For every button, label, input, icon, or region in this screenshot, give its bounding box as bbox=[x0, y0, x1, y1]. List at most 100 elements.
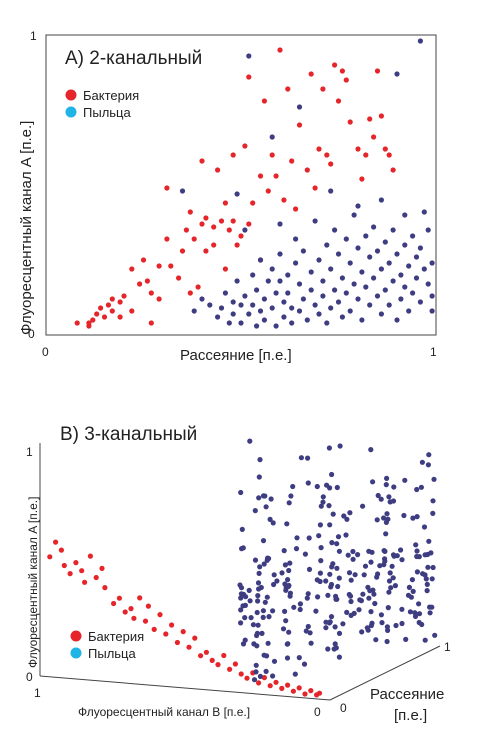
pollen-point bbox=[363, 233, 369, 239]
bacteria-point bbox=[374, 68, 381, 74]
bacteria-point bbox=[218, 218, 225, 224]
pollen-point bbox=[421, 524, 428, 530]
pollen-point bbox=[320, 499, 326, 505]
pollen-point bbox=[336, 654, 342, 660]
pollen-point bbox=[242, 615, 248, 621]
pollen-point bbox=[292, 671, 298, 677]
pollen-point bbox=[368, 622, 374, 629]
pollen-point bbox=[386, 494, 392, 500]
chart-a-title: A) 2-канальный bbox=[65, 48, 202, 69]
pollen-point bbox=[351, 212, 357, 218]
pollen-point bbox=[242, 637, 248, 643]
pollen-point bbox=[367, 302, 373, 308]
pollen-point bbox=[347, 260, 353, 266]
bacteria-point bbox=[238, 233, 244, 239]
pollen-point bbox=[301, 661, 308, 667]
pollen-point bbox=[377, 563, 383, 569]
pollen-point bbox=[398, 296, 404, 302]
pollen-point bbox=[266, 555, 272, 562]
pollen-point bbox=[261, 296, 267, 302]
chart-a-legend-marker-pollen bbox=[65, 106, 77, 118]
pollen-point bbox=[428, 550, 434, 556]
bacteria-point bbox=[277, 47, 283, 53]
pollen-point bbox=[421, 209, 427, 215]
pollen-point bbox=[371, 224, 377, 230]
chart-a: A) 2-канальный Бактерия Пыльца 1 0 0 1 Р… bbox=[18, 29, 437, 364]
pollen-point bbox=[271, 581, 277, 588]
chart-b-legend-marker-bacteria bbox=[70, 630, 82, 642]
pollen-point bbox=[339, 314, 345, 320]
pollen-point bbox=[267, 516, 273, 523]
pollen-point bbox=[320, 494, 326, 500]
pollen-point bbox=[360, 503, 366, 509]
pollen-point bbox=[432, 632, 438, 638]
pollen-point bbox=[369, 549, 375, 555]
bacteria-point bbox=[90, 317, 96, 323]
bacteria-point bbox=[82, 579, 88, 585]
pollen-point bbox=[314, 577, 320, 583]
pollen-point bbox=[335, 534, 342, 540]
pollen-point bbox=[370, 479, 376, 485]
bacteria-point bbox=[390, 167, 396, 173]
pollen-point bbox=[298, 455, 304, 461]
pollen-point bbox=[375, 492, 381, 499]
bacteria-point bbox=[232, 661, 238, 667]
pollen-point bbox=[344, 609, 350, 616]
pollen-point bbox=[318, 503, 324, 509]
bacteria-point bbox=[382, 146, 388, 152]
pollen-point bbox=[361, 572, 367, 578]
pollen-point bbox=[191, 308, 197, 314]
bacteria-point bbox=[269, 152, 275, 158]
pollen-point bbox=[327, 522, 333, 528]
pollen-point bbox=[352, 572, 358, 578]
bacteria-point bbox=[339, 68, 345, 74]
chart-b-points bbox=[47, 438, 438, 698]
bacteria-point bbox=[347, 119, 353, 125]
pollen-point bbox=[378, 612, 384, 618]
bacteria-point bbox=[296, 122, 303, 128]
bacteria-point bbox=[359, 176, 365, 182]
pollen-point bbox=[296, 281, 303, 287]
pollen-point bbox=[413, 542, 419, 548]
bacteria-point bbox=[242, 143, 248, 149]
pollen-point bbox=[317, 522, 323, 528]
bacteria-point bbox=[180, 629, 186, 635]
bacteria-point bbox=[267, 683, 273, 689]
pollen-point bbox=[323, 578, 329, 584]
pollen-point bbox=[390, 575, 396, 581]
bacteria-point bbox=[230, 152, 236, 158]
pollen-point bbox=[238, 302, 244, 308]
pollen-point bbox=[328, 305, 334, 311]
pollen-point bbox=[265, 278, 271, 284]
pollen-point bbox=[257, 457, 263, 463]
pollen-point bbox=[312, 218, 318, 224]
pollen-point bbox=[260, 538, 267, 544]
chart-b-z-axis-label-line1: Рассеяние bbox=[370, 686, 444, 703]
chart-a-legend-label-pollen: Пыльца bbox=[83, 105, 131, 120]
pollen-point bbox=[398, 272, 404, 278]
pollen-point bbox=[385, 605, 391, 611]
pollen-point bbox=[406, 308, 412, 314]
chart-b-axis-depth bbox=[329, 645, 441, 701]
pollen-point bbox=[285, 290, 291, 296]
pollen-point bbox=[328, 581, 335, 588]
chart-b-y-axis-label: Флуоресцентный канал A [п.е.] bbox=[26, 497, 40, 668]
bacteria-point bbox=[128, 606, 134, 612]
bacteria-point bbox=[117, 299, 123, 305]
bacteria-point bbox=[79, 568, 85, 574]
pollen-point bbox=[285, 583, 291, 590]
pollen-point bbox=[399, 557, 405, 563]
pollen-point bbox=[418, 484, 424, 490]
pollen-point bbox=[429, 260, 435, 266]
chart-b-title: B) 3-канальный bbox=[60, 424, 197, 445]
pollen-point bbox=[296, 104, 303, 110]
bacteria-point bbox=[137, 281, 143, 287]
pollen-point bbox=[261, 561, 267, 567]
pollen-point bbox=[270, 608, 276, 614]
pollen-point bbox=[246, 53, 252, 59]
pollen-point bbox=[399, 606, 405, 612]
bacteria-point bbox=[215, 662, 221, 668]
pollen-point bbox=[430, 564, 436, 571]
pollen-point bbox=[287, 560, 293, 566]
